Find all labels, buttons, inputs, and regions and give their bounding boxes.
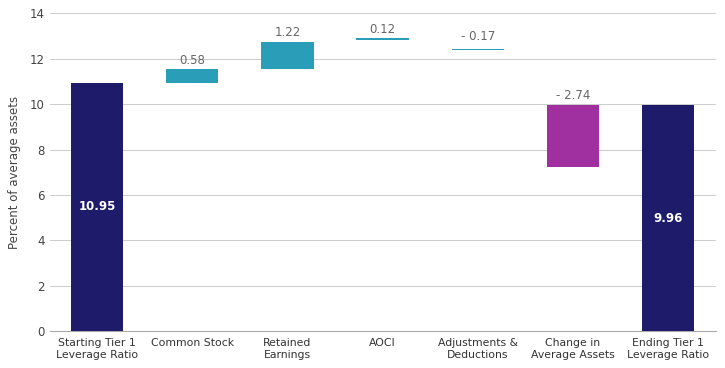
Text: 1.22: 1.22 — [274, 26, 301, 39]
Bar — [166, 70, 218, 82]
Bar — [357, 38, 409, 40]
Bar — [642, 105, 695, 331]
Text: 0.58: 0.58 — [179, 54, 205, 67]
Text: 9.96: 9.96 — [653, 212, 683, 224]
Bar — [71, 82, 123, 331]
Bar — [261, 42, 314, 70]
Text: - 0.17: - 0.17 — [460, 30, 495, 43]
Bar — [452, 49, 504, 50]
Text: - 2.74: - 2.74 — [556, 89, 590, 102]
Bar — [547, 105, 599, 167]
Y-axis label: Percent of average assets: Percent of average assets — [8, 96, 21, 249]
Text: 10.95: 10.95 — [78, 200, 116, 213]
Text: 0.12: 0.12 — [370, 23, 396, 36]
